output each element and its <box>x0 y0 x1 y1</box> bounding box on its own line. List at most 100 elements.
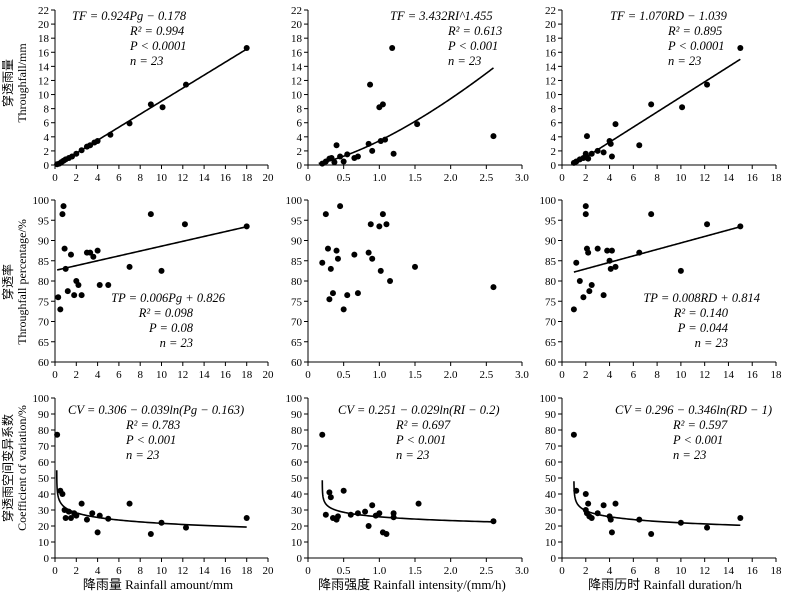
data-point <box>376 510 383 517</box>
data-point <box>328 154 335 161</box>
y-tick-label: 90 <box>545 409 557 421</box>
y-tick-label: 85 <box>291 256 303 268</box>
y-tick-label: 50 <box>291 473 303 485</box>
y-tick-label: 12 <box>545 75 556 87</box>
y-tick-label: 70 <box>291 441 303 453</box>
fit-annotation-line: n = 23 <box>668 54 701 68</box>
y-tick-label: 14 <box>291 61 303 73</box>
fit-annotation-line: R² = 0.597 <box>672 418 728 432</box>
x-tick-label: 8 <box>137 172 143 184</box>
y-tick-label: 60 <box>545 357 557 369</box>
y-tick-label: 70 <box>545 441 557 453</box>
data-point <box>319 431 326 438</box>
fit-annotation-line: TF = 1.070RD − 1.039 <box>610 9 728 23</box>
y-tick-label: 10 <box>545 537 557 549</box>
data-point <box>377 267 384 274</box>
y-tick-label: 0 <box>44 160 50 172</box>
y-tick-label: 60 <box>291 457 303 469</box>
data-point <box>576 278 583 284</box>
data-point <box>648 101 655 108</box>
data-point <box>67 515 74 521</box>
x-tick-label: 4 <box>95 172 101 184</box>
x-tick-label: 2.0 <box>444 565 458 577</box>
data-point <box>369 255 376 262</box>
x-tick-label: 2 <box>583 565 589 577</box>
data-point <box>583 133 590 140</box>
x-tick-label: 18 <box>241 369 253 381</box>
x-tick-label: 18 <box>241 565 253 577</box>
x-tick-label: 6 <box>116 172 122 184</box>
data-point <box>604 247 611 254</box>
data-point <box>490 284 497 291</box>
x-tick-label: 4 <box>607 565 613 577</box>
x-tick-label: 14 <box>723 369 735 381</box>
x-tick-label: 12 <box>177 565 188 577</box>
fit-curve <box>573 58 741 166</box>
data-point <box>389 45 396 52</box>
data-point <box>573 259 580 266</box>
x-tick-label: 0 <box>559 565 565 577</box>
x-tick-label: 0.5 <box>337 565 351 577</box>
y-tick-label: 12 <box>38 75 49 87</box>
y-tick-label: 4 <box>44 132 50 144</box>
y-tick-label: 2 <box>297 146 303 158</box>
x-tick-label: 0 <box>305 369 311 381</box>
fit-curve <box>321 480 494 523</box>
data-point <box>383 531 390 537</box>
data-point <box>704 81 711 88</box>
data-point <box>243 515 250 521</box>
y-tick-label: 30 <box>545 505 557 517</box>
fit-annotation-line: P < 0.001 <box>447 39 498 53</box>
x-tick-label: 1.5 <box>408 172 422 184</box>
data-point <box>331 159 338 166</box>
y-tick-label: 18 <box>545 33 557 45</box>
x-tick-label: 2.5 <box>479 565 493 577</box>
data-point <box>64 288 71 295</box>
fit-annotation-line: n = 23 <box>673 448 706 462</box>
x-tick-label: 4 <box>607 369 613 381</box>
x-tick-label: 2 <box>583 172 589 184</box>
x-tick-label: 2 <box>74 369 80 381</box>
data-point <box>87 142 94 149</box>
data-point <box>594 510 601 517</box>
fit-annotation-line: P < 0.001 <box>672 433 723 447</box>
y-tick-label: 60 <box>38 457 50 469</box>
x-tick-label: 14 <box>199 172 211 184</box>
y-tick-label: 100 <box>286 195 303 207</box>
x-tick-label: 18 <box>771 172 783 184</box>
data-point <box>60 203 67 210</box>
x-tick-label: 2 <box>74 172 80 184</box>
data-point <box>354 510 361 517</box>
y-tick-label: 100 <box>286 393 303 405</box>
x-tick-label: 0 <box>305 565 311 577</box>
data-point <box>387 278 394 284</box>
y-tick-label: 100 <box>540 393 557 405</box>
row2-ylabel-en: Throughfall percentage/% <box>15 219 29 345</box>
data-point <box>704 221 711 228</box>
y-tick-label: 18 <box>38 33 50 45</box>
data-point <box>585 500 592 507</box>
data-point <box>71 292 78 299</box>
data-point <box>608 529 615 536</box>
x-tick-label: 10 <box>156 565 168 577</box>
x-tick-label: 2.0 <box>444 369 458 381</box>
data-point <box>594 245 601 252</box>
fit-annotation-line: R² = 0.613 <box>447 24 502 38</box>
data-point <box>354 153 361 160</box>
y-tick-label: 30 <box>38 505 50 517</box>
data-point <box>61 245 68 252</box>
x-tick-label: 18 <box>771 369 783 381</box>
data-point <box>704 524 711 531</box>
data-point <box>582 211 589 218</box>
data-point <box>105 282 112 289</box>
y-tick-label: 20 <box>545 521 557 533</box>
data-point <box>582 203 589 210</box>
data-point <box>94 247 101 254</box>
data-point <box>367 221 374 228</box>
data-point <box>322 211 329 218</box>
data-point <box>636 516 643 523</box>
data-point <box>580 294 587 301</box>
fit-annotation-line: TF = 0.924Pg − 0.178 <box>72 9 187 23</box>
y-tick-label: 8 <box>551 104 557 116</box>
data-point <box>582 150 589 157</box>
